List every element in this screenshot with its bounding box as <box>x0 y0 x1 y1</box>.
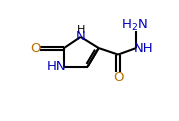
Text: O: O <box>113 71 123 84</box>
Text: H$_2$N: H$_2$N <box>121 18 148 33</box>
Text: HN: HN <box>47 60 66 73</box>
Text: O: O <box>31 42 41 55</box>
Text: N: N <box>76 30 86 43</box>
Text: NH: NH <box>134 42 154 55</box>
Text: H: H <box>76 25 85 35</box>
